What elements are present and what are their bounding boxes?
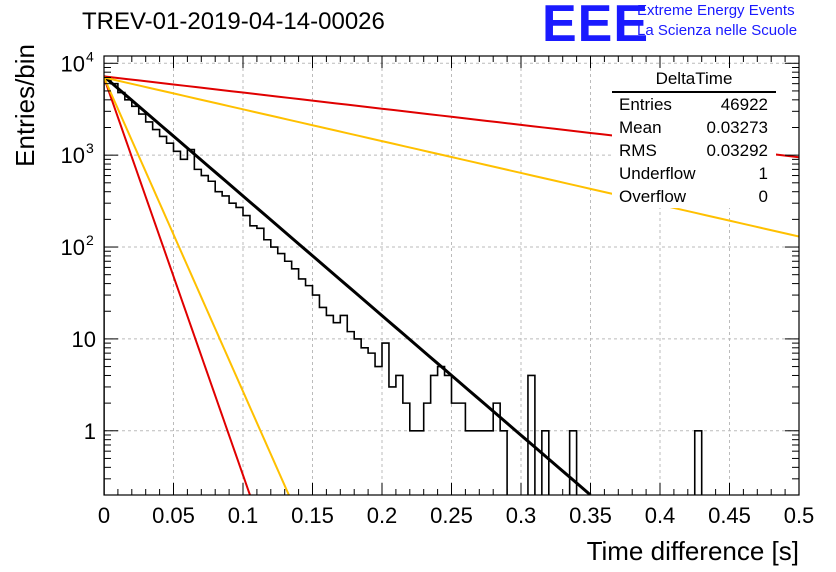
stats-label: Mean bbox=[619, 118, 662, 137]
series-line-yellow bbox=[104, 77, 290, 495]
stats-value: 1 bbox=[758, 164, 768, 183]
x-tick-label: 0.1 bbox=[228, 503, 259, 528]
stats-label: Underflow bbox=[619, 164, 696, 183]
chart-title: TREV-01-2019-04-14-00026 bbox=[82, 8, 385, 35]
logo-text-line-1: Extreme Energy Events bbox=[637, 2, 795, 19]
logo-text-line-2: La Scienza nelle Scuole bbox=[637, 22, 798, 39]
stats-label: RMS bbox=[619, 141, 657, 160]
x-tick-label: 0.4 bbox=[645, 503, 676, 528]
x-tick-label: 0.3 bbox=[506, 503, 537, 528]
stats-value: 0.03273 bbox=[706, 118, 768, 137]
x-tick-label: 0.35 bbox=[569, 503, 612, 528]
x-tick-label: 0.15 bbox=[291, 503, 334, 528]
x-tick-label: 0 bbox=[98, 503, 110, 528]
stats-row-mean: Mean 0.03273 bbox=[612, 116, 776, 139]
x-tick-label: 0.25 bbox=[430, 503, 473, 528]
plot-area bbox=[104, 75, 799, 495]
y-tick-label: 10 bbox=[61, 143, 85, 168]
y-tick-exponent: 4 bbox=[86, 48, 94, 64]
y-tick-label: 10 bbox=[61, 51, 85, 76]
y-axis-label: Entries/bin bbox=[10, 44, 40, 167]
series-line-fit bbox=[104, 75, 592, 495]
y-tick-exponent: 3 bbox=[86, 140, 94, 156]
stats-box-title: DeltaTime bbox=[612, 68, 776, 93]
stats-value: 0.03292 bbox=[706, 141, 768, 160]
stats-row-overflow: Overflow 0 bbox=[612, 185, 776, 208]
x-tick-label: 0.05 bbox=[152, 503, 195, 528]
stats-label: Entries bbox=[619, 95, 672, 114]
stats-label: Overflow bbox=[619, 187, 687, 206]
stats-row-underflow: Underflow 1 bbox=[612, 162, 776, 185]
stats-row-rms: RMS 0.03292 bbox=[612, 139, 776, 162]
series-line-red bbox=[104, 77, 251, 495]
y-tick-label: 10 bbox=[61, 235, 85, 260]
histogram bbox=[104, 76, 703, 495]
x-axis-label: Time difference [s] bbox=[587, 536, 799, 566]
eee-logo: EEE bbox=[542, 0, 650, 53]
stats-value: 0 bbox=[758, 187, 768, 206]
x-tick-label: 0.45 bbox=[708, 503, 751, 528]
x-tick-label: 0.5 bbox=[784, 503, 815, 528]
x-tick-label: 0.2 bbox=[367, 503, 398, 528]
stats-row-entries: Entries 46922 bbox=[612, 93, 776, 116]
stats-box: DeltaTime Entries 46922 Mean 0.03273 RMS… bbox=[612, 68, 776, 208]
stats-value: 46922 bbox=[720, 95, 768, 114]
series-line-yellow bbox=[104, 76, 799, 238]
y-tick-label: 10 bbox=[72, 327, 96, 352]
y-tick-label: 1 bbox=[84, 419, 96, 444]
y-tick-exponent: 2 bbox=[86, 232, 94, 248]
